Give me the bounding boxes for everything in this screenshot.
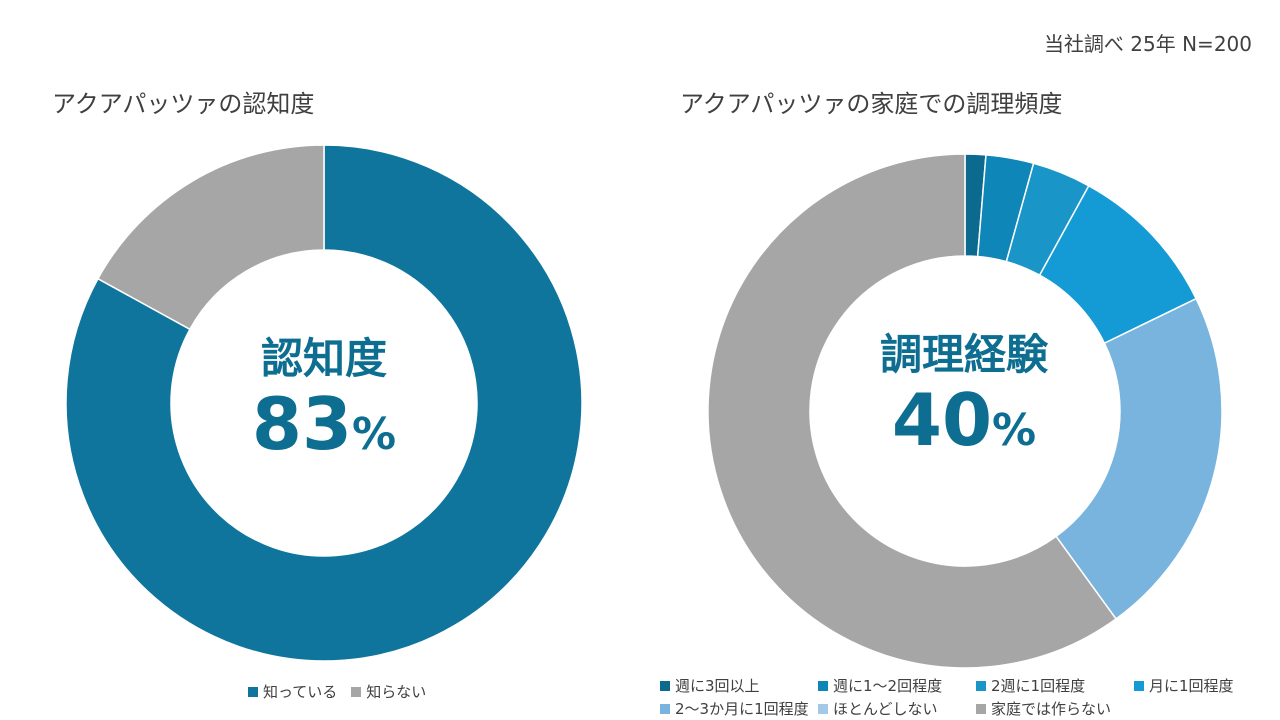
legend-label: 週に1～2回程度 xyxy=(833,677,943,695)
legend-swatch xyxy=(818,703,828,714)
legend-label: 週に3回以上 xyxy=(675,677,760,695)
source-note: 当社調べ 25年 N=200 xyxy=(1043,32,1252,56)
legend-item: 家庭では作らない xyxy=(976,698,1134,719)
legend-label: 知っている xyxy=(263,683,338,701)
legend-swatch xyxy=(660,703,670,714)
donut-slice-7 xyxy=(707,153,1118,669)
center-label-text: 調理経験 xyxy=(879,330,1048,379)
legend-label: 2週に1回程度 xyxy=(991,677,1086,695)
legend-item: 2週に1回程度 xyxy=(976,675,1134,696)
legend-swatch xyxy=(660,680,670,691)
legend-item: 2～3か月に1回程度 xyxy=(660,698,818,719)
donut-slice-2 xyxy=(96,144,325,331)
center-value: 83% xyxy=(224,384,424,475)
donut-slice-1 xyxy=(65,144,583,662)
legend-swatch xyxy=(818,680,828,691)
legend-item: 週に3回以上 xyxy=(660,675,818,696)
legend-swatch xyxy=(976,703,986,714)
center-value: 40% xyxy=(844,380,1084,471)
legend-item: 知っている xyxy=(248,681,337,702)
chart-title-awareness: アクアパッツァの認知度 xyxy=(52,90,315,118)
legend-item: 知らない xyxy=(351,681,426,702)
legend-label: ほとんどしない xyxy=(833,700,938,718)
center-value-unit: % xyxy=(352,409,397,460)
legend-label: 2～3か月に1回程度 xyxy=(675,700,809,718)
center-value-unit: % xyxy=(992,405,1037,456)
donut-slice-5 xyxy=(1055,297,1223,620)
legend-item: ほとんどしない xyxy=(818,698,976,719)
legend-item: 月に1回程度 xyxy=(1134,675,1260,696)
legend-swatch xyxy=(351,686,362,697)
chart-title-frequency: アクアパッツァの家庭での調理頻度 xyxy=(680,90,1063,118)
legend-label: 知らない xyxy=(366,683,427,701)
legend-label: 家庭では作らない xyxy=(991,700,1112,718)
legend-swatch xyxy=(248,686,258,697)
center-value-number: 83 xyxy=(251,382,353,466)
center-label-text: 認知度 xyxy=(260,334,387,383)
legend-awareness: 知っている 知らない xyxy=(248,681,440,702)
legend-frequency: 週に3回以上 週に1～2回程度 2週に1回程度 月に1回程度 2～3か月に1回程度 ほとん… xyxy=(660,675,1260,719)
center-label-frequency: 調理経験 40% xyxy=(844,330,1084,471)
center-value-number: 40 xyxy=(891,378,993,462)
center-label-awareness: 認知度 83% xyxy=(224,334,424,475)
legend-swatch xyxy=(976,680,986,691)
legend-swatch xyxy=(1134,680,1144,691)
legend-item: 週に1～2回程度 xyxy=(818,675,976,696)
legend-label: 月に1回程度 xyxy=(1149,677,1234,695)
